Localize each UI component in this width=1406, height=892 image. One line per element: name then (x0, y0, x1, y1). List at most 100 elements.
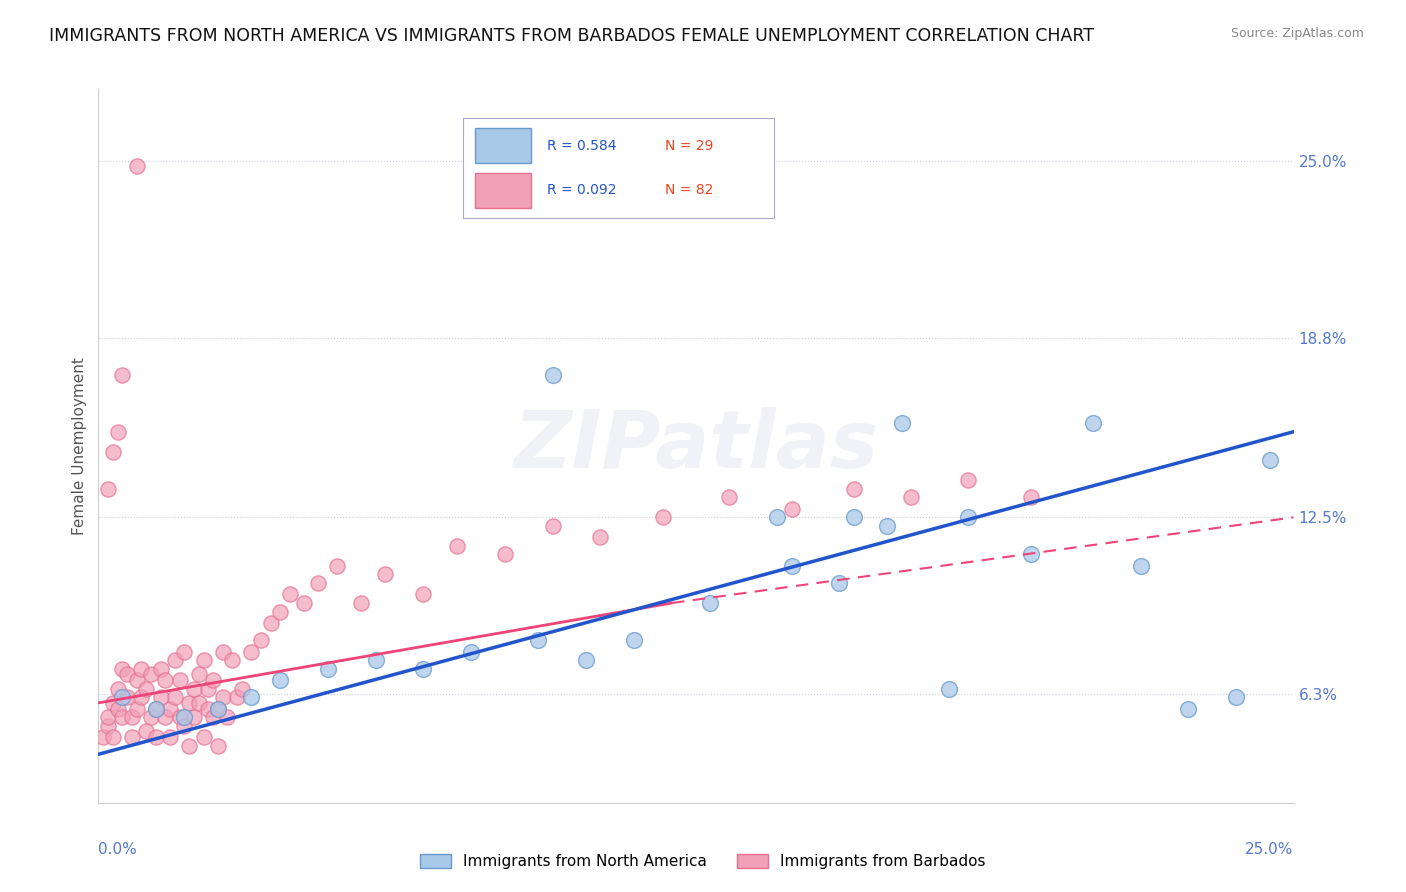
Point (269, 605, 291, 619)
Point (623, 633, 645, 648)
Point (139, 667, 162, 681)
Point (115, 690, 138, 705)
Point (938, 681, 960, 696)
Point (1177, 701, 1199, 715)
Point (193, 653, 215, 667)
Point (107, 425, 129, 439)
Point (149, 662, 172, 676)
Point (766, 510, 789, 524)
Point (101, 696, 124, 710)
Point (446, 539, 468, 553)
Point (957, 510, 980, 524)
Point (307, 576, 329, 591)
Point (876, 519, 898, 533)
Point (111, 690, 134, 705)
Point (211, 644, 233, 658)
Point (1081, 416, 1104, 430)
Point (207, 701, 229, 715)
Point (91, 730, 114, 744)
Point (111, 710, 134, 724)
Point (842, 482, 865, 496)
Point (412, 662, 434, 676)
Point (135, 681, 157, 696)
Point (292, 596, 315, 610)
Point (316, 662, 339, 676)
Point (226, 690, 249, 705)
Point (149, 690, 172, 705)
Point (460, 644, 482, 658)
Point (412, 587, 434, 601)
Point (111, 662, 134, 676)
Point (187, 696, 209, 710)
Point (780, 501, 803, 516)
Point (1019, 548, 1042, 562)
Point (1129, 558, 1152, 573)
Point (900, 491, 922, 505)
Point (957, 473, 980, 487)
Point (179, 739, 201, 753)
Point (269, 673, 291, 687)
Text: 25.0%: 25.0% (1246, 842, 1294, 857)
Point (197, 701, 219, 715)
Point (107, 701, 129, 715)
Point (169, 673, 191, 687)
Point (541, 368, 564, 382)
Point (240, 690, 263, 705)
Point (202, 710, 225, 724)
Point (197, 681, 219, 696)
Point (145, 701, 167, 715)
Point (97, 710, 120, 724)
Point (1258, 453, 1281, 467)
Point (145, 701, 167, 715)
Point (240, 644, 263, 658)
Point (125, 159, 148, 173)
Point (179, 696, 201, 710)
Point (651, 510, 673, 524)
Point (145, 730, 167, 744)
Point (278, 587, 301, 601)
Point (842, 510, 865, 524)
Point (527, 633, 550, 648)
Point (115, 667, 138, 681)
Point (350, 596, 373, 610)
Point (217, 710, 239, 724)
Point (121, 730, 143, 744)
Point (169, 710, 191, 724)
Point (139, 710, 162, 724)
Point (207, 739, 229, 753)
Point (1019, 491, 1042, 505)
Point (97, 719, 120, 733)
Point (207, 701, 229, 715)
Point (163, 653, 186, 667)
Point (101, 730, 124, 744)
Point (250, 633, 273, 648)
Point (173, 644, 195, 658)
Point (159, 730, 181, 744)
Point (231, 681, 253, 696)
Text: ZIPatlas: ZIPatlas (513, 407, 879, 485)
Point (187, 667, 209, 681)
Point (364, 653, 387, 667)
Point (121, 710, 143, 724)
Point (159, 701, 181, 715)
Point (221, 653, 243, 667)
Text: 0.0%: 0.0% (98, 842, 138, 857)
Point (183, 710, 205, 724)
Point (575, 653, 598, 667)
Point (890, 416, 912, 430)
Point (101, 444, 124, 458)
Point (97, 482, 120, 496)
Point (494, 548, 516, 562)
Point (107, 681, 129, 696)
Point (125, 673, 148, 687)
Point (155, 710, 177, 724)
Point (828, 576, 851, 591)
Point (125, 701, 148, 715)
Point (183, 681, 205, 696)
Point (1225, 690, 1247, 705)
Point (193, 730, 215, 744)
Point (780, 558, 803, 573)
Point (326, 558, 349, 573)
Y-axis label: Female Unemployment: Female Unemployment (72, 357, 87, 535)
Point (131, 690, 153, 705)
